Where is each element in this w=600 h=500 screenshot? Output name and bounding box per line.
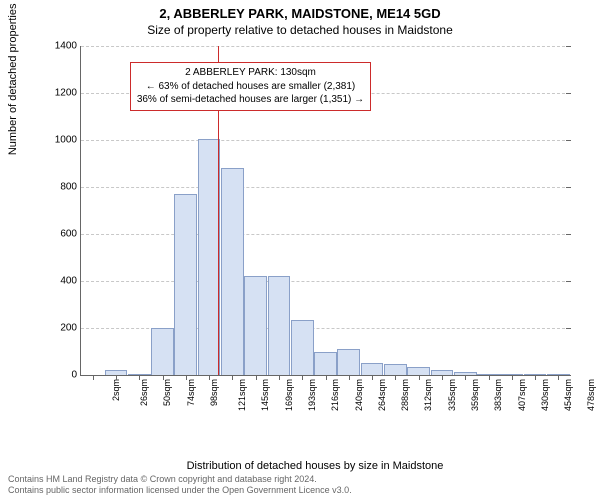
histogram-bar [407,367,430,375]
y-tick-label: 600 [60,229,81,240]
x-tick-label: 383sqm [493,379,503,411]
x-tick-label: 312sqm [423,379,433,411]
histogram-bar [384,364,407,375]
x-tick-label: 478sqm [586,379,596,411]
histogram-bar [244,276,267,375]
footer-line: Contains public sector information licen… [8,485,352,496]
x-tick-label: 26sqm [139,379,149,406]
x-tick-label: 454sqm [563,379,573,411]
grid-line [81,140,570,141]
x-axis-label: Distribution of detached houses by size … [55,460,575,472]
x-tick-label: 121sqm [237,379,247,411]
histogram-chart: Number of detached properties 0200400600… [55,46,575,416]
grid-line [81,187,570,188]
histogram-bar [500,374,523,375]
x-tick-label: 359sqm [470,379,480,411]
histogram-bar [454,372,477,375]
y-tick-label: 1000 [55,135,81,146]
grid-line [81,46,570,47]
histogram-bar [314,352,337,376]
x-tick-label: 145sqm [260,379,270,411]
histogram-bar [337,349,360,375]
annotation-line: ← 63% of detached houses are smaller (2,… [137,80,364,94]
annotation-line: 2 ABBERLEY PARK: 130sqm [137,66,364,80]
histogram-bar [128,374,151,375]
plot-area: 02004006008001000120014002sqm26sqm50sqm7… [80,46,570,376]
x-tick-label: 288sqm [400,379,410,411]
y-tick-label: 200 [60,323,81,334]
x-tick-label: 74sqm [186,379,196,406]
attribution-footer: Contains HM Land Registry data © Crown c… [8,474,352,497]
y-tick-label: 1400 [55,41,81,52]
histogram-bar [174,194,197,375]
y-tick-label: 1200 [55,88,81,99]
histogram-bar [105,370,128,375]
grid-line [81,234,570,235]
histogram-bar [221,168,244,375]
x-tick-label: 240sqm [354,379,364,411]
x-tick-label: 50sqm [162,379,172,406]
x-tick-label: 335sqm [447,379,457,411]
histogram-bar [151,328,174,375]
histogram-bar [268,276,291,375]
grid-line [81,281,570,282]
x-tick-label: 98sqm [209,379,219,406]
footer-line: Contains HM Land Registry data © Crown c… [8,474,352,485]
x-tick-label: 216sqm [330,379,340,411]
page-subtitle: Size of property relative to detached ho… [0,23,600,37]
y-tick-label: 800 [60,182,81,193]
x-tick-label: 430sqm [540,379,550,411]
histogram-bar [477,374,500,375]
histogram-bar [291,320,314,375]
x-tick-label: 169sqm [284,379,294,411]
annotation-line: 36% of semi-detached houses are larger (… [137,93,364,107]
x-tick-label: 264sqm [377,379,387,411]
y-axis-label: Number of detached properties [7,4,19,156]
x-tick-label: 407sqm [517,379,527,411]
x-tick-label: 193sqm [307,379,317,411]
y-tick-label: 0 [71,370,81,381]
annotation-box: 2 ABBERLEY PARK: 130sqm← 63% of detached… [130,62,371,111]
histogram-bar [361,363,384,375]
page-title: 2, ABBERLEY PARK, MAIDSTONE, ME14 5GD [0,6,600,21]
y-tick-label: 400 [60,276,81,287]
x-tick-label: 2sqm [111,379,121,401]
histogram-bar [431,370,454,375]
histogram-bar [524,374,547,375]
histogram-bar [547,374,570,375]
